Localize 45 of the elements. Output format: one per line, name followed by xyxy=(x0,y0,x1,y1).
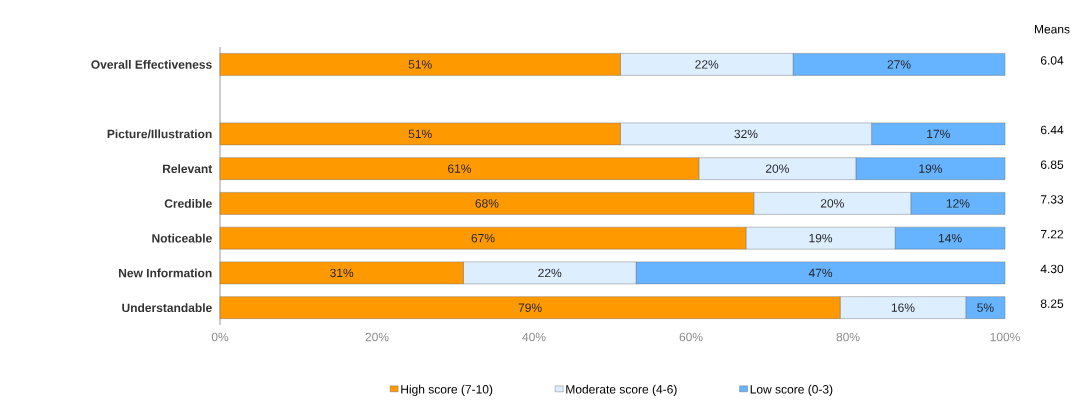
x-tick-label: 100% xyxy=(990,332,1020,342)
data-label: 22% xyxy=(695,60,719,69)
data-label: 51% xyxy=(408,129,432,139)
text: 7.22 xyxy=(1040,229,1064,239)
y-tick-label: Noticeable xyxy=(152,233,212,243)
data-label: 16% xyxy=(891,303,915,312)
y-tick-label: Relevant xyxy=(163,164,213,174)
data-label: 31% xyxy=(330,268,354,278)
data-label: 68% xyxy=(475,199,499,208)
data-label: 19% xyxy=(919,164,943,173)
text: 4.30 xyxy=(1040,264,1064,274)
data-label: 20% xyxy=(765,164,789,173)
y-tick-label: Picture/Illustration xyxy=(107,129,212,139)
y-tick-label: Understandable xyxy=(122,303,212,313)
data-label: 17% xyxy=(927,129,950,139)
x-tick-label: 20% xyxy=(365,332,389,342)
data-label: 61% xyxy=(448,164,472,173)
data-label: 20% xyxy=(820,199,844,208)
data-label: 32% xyxy=(734,129,758,139)
x-tick-label: 40% xyxy=(522,332,546,342)
text: 8.25 xyxy=(1040,299,1064,308)
legend-label: Low score (0-3) xyxy=(750,384,833,396)
data-label: 19% xyxy=(809,233,833,243)
y-tick-label: Credible xyxy=(164,198,212,208)
data-label: 14% xyxy=(938,233,962,243)
text: 6.04 xyxy=(1040,56,1064,65)
y-tick-label: New Information xyxy=(119,268,212,278)
x-tick-label: 0% xyxy=(211,332,229,342)
text: 6.85 xyxy=(1040,160,1064,169)
data-label: 67% xyxy=(471,233,495,243)
data-label: 5% xyxy=(977,303,994,312)
text: 7.33 xyxy=(1040,195,1064,204)
text: 6.44 xyxy=(1040,125,1064,135)
data-label: 27% xyxy=(887,60,911,69)
data-label: 51% xyxy=(408,60,432,69)
legend-label: Moderate score (4-6) xyxy=(566,384,677,396)
x-tick-label: 80% xyxy=(836,332,860,342)
legend-label: High score (7-10) xyxy=(401,384,493,396)
data-label: 22% xyxy=(538,268,562,278)
data-label: 12% xyxy=(946,199,970,208)
y-tick-label: Overall Effectiveness xyxy=(91,59,212,69)
data-label: 47% xyxy=(808,268,833,278)
text: Means xyxy=(1034,25,1070,34)
data-label: 79% xyxy=(518,303,542,312)
x-tick-label: 60% xyxy=(679,332,703,342)
